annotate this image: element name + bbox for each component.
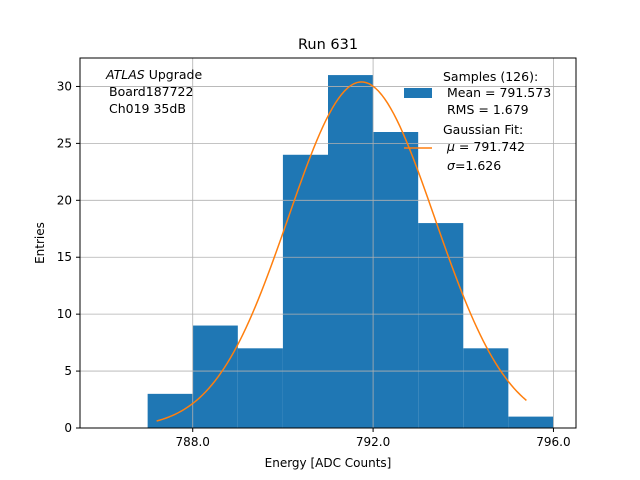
x-axis-ticks: 788.0 792.0 796.0	[176, 428, 571, 449]
x-axis-label: Energy [ADC Counts]	[265, 456, 392, 470]
legend-sigma-symbol: σ	[447, 158, 456, 173]
x-tick-label-1: 792.0	[356, 435, 390, 449]
y-tick-label-0: 0	[64, 421, 72, 435]
legend-samples-mean: Mean = 791.573	[447, 85, 551, 100]
legend-samples-title: Samples (126):	[443, 69, 538, 84]
annotation-line-2: Board187722	[109, 84, 193, 99]
histogram-bars	[147, 75, 554, 429]
y-tick-label-1: 5	[64, 364, 72, 378]
histogram-bar-0	[147, 393, 193, 428]
histogram-bar-1	[192, 325, 238, 428]
gaussian-fit-curve	[156, 81, 527, 422]
legend-sigma-value: =1.626	[455, 158, 501, 173]
y-axis-ticks: 0 5 10 15 20 25 30	[57, 79, 80, 435]
legend-mu-symbol: μ	[446, 139, 455, 154]
histogram-bar-7	[463, 348, 509, 428]
x-tick-label-0: 788.0	[176, 435, 210, 449]
legend: Samples (126): Mean = 791.573 RMS = 1.67…	[404, 69, 551, 173]
y-tick-label-2: 10	[57, 307, 72, 321]
y-tick-label-5: 25	[57, 136, 72, 150]
annotation-line-3: Ch019 35dB	[109, 101, 186, 116]
plot-frame	[79, 57, 577, 429]
legend-fit-sigma: σ=1.626	[447, 158, 501, 173]
chart-title: Run 631	[298, 37, 358, 53]
legend-fit-mu: μ = 791.742	[446, 139, 525, 154]
y-axis-label: Entries	[33, 222, 47, 264]
legend-fit-title: Gaussian Fit:	[443, 122, 523, 137]
legend-mu-value: = 791.742	[455, 139, 525, 154]
y-tick-label-3: 15	[57, 250, 72, 264]
histogram-bar-3	[282, 154, 328, 428]
histogram-bar-6	[418, 223, 464, 428]
x-tick-label-2: 796.0	[536, 435, 570, 449]
annotation-line-1: ATLAS Upgrade	[105, 67, 202, 82]
histogram-bar-4	[328, 75, 374, 429]
annotation-upgrade-word: Upgrade	[145, 67, 203, 82]
histogram-bar-5	[373, 132, 419, 428]
y-tick-label-6: 30	[57, 79, 72, 93]
y-tick-label-4: 20	[57, 193, 72, 207]
legend-samples-swatch	[404, 88, 432, 98]
legend-samples-rms: RMS = 1.679	[447, 102, 529, 117]
histogram-bar-8	[508, 416, 554, 428]
annotation-atlas-word: ATLAS	[105, 67, 145, 82]
atlas-annotation: ATLAS Upgrade Board187722 Ch019 35dB	[105, 67, 202, 116]
histogram-bar-2	[237, 348, 283, 428]
